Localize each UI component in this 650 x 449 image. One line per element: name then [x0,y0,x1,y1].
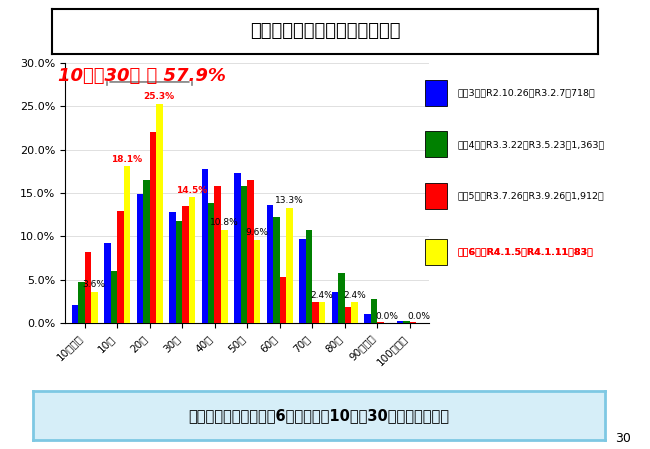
Bar [104,243,110,323]
Text: 3.6%: 3.6% [83,281,106,290]
Bar [188,198,195,323]
Bar [84,252,91,323]
Bar [78,282,84,323]
Bar [332,292,338,323]
Bar [240,186,247,323]
Bar [370,299,377,323]
Text: 18.1%: 18.1% [111,154,142,163]
Text: ：第4波（R3.3.22〜R3.5.23）1,363人: ：第4波（R3.3.22〜R3.5.23）1,363人 [458,140,605,149]
Bar [410,322,416,323]
Bar [117,211,124,323]
Text: ：第6波（R4.1.5〜R4.1.11）83人: ：第6波（R4.1.5〜R4.1.11）83人 [458,248,593,257]
Bar [344,307,351,323]
Bar [306,229,312,323]
Bar [299,239,305,323]
FancyBboxPatch shape [424,80,447,106]
FancyBboxPatch shape [424,239,447,265]
Text: 10.8%: 10.8% [210,218,239,227]
Bar [396,321,403,323]
Text: 14.5%: 14.5% [176,186,207,195]
Text: ：第6波（R4.1.5〜R4.1.11）83人: ：第6波（R4.1.5〜R4.1.11）83人 [458,248,593,257]
Bar [273,217,280,323]
Text: 2.4%: 2.4% [343,291,365,300]
Bar [208,202,214,323]
Bar [338,273,344,323]
Bar [318,303,325,323]
Bar [286,208,292,323]
Bar [169,212,176,323]
Bar [280,277,286,323]
Text: 30: 30 [615,431,630,445]
Bar [364,314,370,323]
Text: 市内感染者の年代別割合の推移: 市内感染者の年代別割合の推移 [250,22,400,40]
Bar [312,302,318,323]
Bar [111,271,117,323]
Text: 9.6%: 9.6% [245,229,268,238]
Bar [91,292,98,323]
Bar [72,305,78,323]
Bar [176,221,182,323]
Bar [156,104,162,323]
Bar [254,240,260,323]
Bar [202,169,208,323]
FancyBboxPatch shape [424,183,447,209]
Bar [377,322,384,323]
Bar [214,186,221,323]
Text: 10代〜30代 ＝ 57.9%: 10代〜30代 ＝ 57.9% [58,67,226,85]
Text: 0.0%: 0.0% [375,312,398,321]
Bar [150,132,156,323]
Bar [221,229,228,323]
Text: これまでと比較し、第6波では主に10代〜30代の割合が高い: これまでと比較し、第6波では主に10代〜30代の割合が高い [188,408,449,423]
Text: ：第5波（R3.7.26〜R3.9.26）1,912人: ：第5波（R3.7.26〜R3.9.26）1,912人 [458,192,604,201]
Bar [351,303,358,323]
Bar [136,194,143,323]
FancyBboxPatch shape [424,132,447,157]
Bar [124,166,130,323]
Text: 13.3%: 13.3% [275,196,304,205]
Bar [247,180,254,323]
Text: 0.0%: 0.0% [408,312,431,321]
Bar [403,321,410,323]
Bar [234,173,240,323]
Bar [143,180,150,323]
Text: ：第3波（R2.10.26〜R3.2.7）718人: ：第3波（R2.10.26〜R3.2.7）718人 [458,88,595,97]
Bar [182,206,188,323]
Bar [266,205,273,323]
Text: 2.4%: 2.4% [311,291,333,300]
Text: 25.3%: 25.3% [144,92,175,101]
